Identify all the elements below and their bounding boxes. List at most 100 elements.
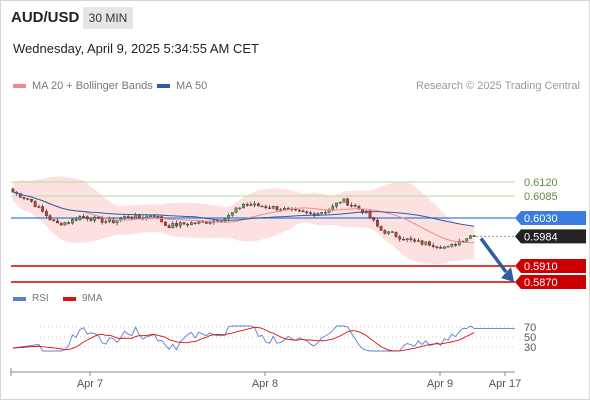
candle-body [227,215,231,219]
candle-body [93,216,97,221]
candle-body [268,207,271,209]
candle-body [342,198,346,203]
candle-body [387,231,390,234]
candle-body [197,221,201,224]
level-label: 0.6030 [524,213,558,225]
candle-body [275,206,279,210]
candle-body [409,238,413,241]
candle-body [249,204,253,206]
timeframe-badge[interactable]: 30 MIN [83,7,133,29]
candle-body [190,222,193,226]
candle-body [398,236,402,240]
candle-body [89,218,93,221]
candle-body [238,207,242,210]
candle-body [156,215,160,218]
candle-body [413,239,417,242]
candle-body [465,238,469,242]
legend-ma20-label: MA 20 + Bollinger Bands [32,80,153,92]
candle-body [383,230,387,234]
candle-body [316,213,320,216]
level-label: 0.5910 [524,261,558,273]
candle-body [283,208,286,211]
candle-body [67,222,71,224]
rsi-line [12,325,515,352]
legend-rsi-label: RSI [32,293,49,304]
rsi-ma-line [12,326,475,352]
level-tag [515,259,586,273]
time-tick-label: Apr 17 [489,378,521,390]
candle-body [59,222,63,226]
candle-body [256,203,260,207]
candle-body [376,219,379,227]
candle-body [100,217,104,223]
candle-body [175,223,178,227]
candle-body [208,222,212,224]
rsi-level-label: 70 [524,322,536,334]
candle-body [435,246,439,248]
time-tick-label: Apr 7 [77,378,103,390]
rsi-swatch-icon [13,296,26,301]
rsi-level-label: 30 [524,342,536,354]
candle-body [454,244,457,246]
candle-body [97,216,100,219]
level-label: 0.5870 [524,277,558,289]
candle-body [137,214,141,219]
candle-body [82,216,85,218]
ma20-swatch-icon [13,84,26,88]
ma50-line [12,191,475,227]
candle-body [309,212,312,214]
candle-body [372,217,376,221]
candle-body [379,225,383,231]
legend-rsi-ma: 9MA [63,293,103,304]
candle-body [402,238,405,241]
candle-body [323,212,327,214]
candle-body [353,204,357,207]
rsi-level-label: 50 [524,332,536,344]
candle-body [85,216,89,220]
time-axis: Apr 7 Apr 8 Apr 9 Apr 17 [10,368,521,390]
candle-body [260,205,264,208]
candle-body [63,222,67,226]
candle-body [368,210,372,218]
candle-body [48,215,52,221]
candle-body [424,241,428,245]
candle-body [305,211,309,213]
candle-body [234,207,238,213]
candle-body [33,201,37,208]
candle-body [18,193,22,198]
ma50-swatch-icon [157,84,170,88]
candle-body [126,216,130,218]
candle-body [108,219,111,222]
candle-body [390,231,394,233]
candle-body [41,206,45,212]
candle-body [450,244,454,247]
candle-body [70,219,74,224]
last-price-label: 0.5984 [524,231,558,243]
bollinger-band-fill [12,176,475,265]
candle-body [163,221,167,226]
candle-body [405,238,409,241]
time-tick-label: Apr 9 [427,378,453,390]
candle-body [420,240,424,245]
legend-ma50: MA 50 [157,80,207,92]
candle-body [335,202,338,207]
candle-body [349,204,353,207]
time-tick-label: Apr 8 [252,378,278,390]
candle-body [186,223,190,226]
level-labels: 0.6120 0.6085 0.6030 0.5984 0.5910 0.5870 [515,177,586,289]
candle-body [123,216,126,219]
candle-body [74,219,78,221]
candle-body [22,197,26,199]
candle-body [394,232,398,237]
level-label: 0.6085 [524,191,558,203]
candle-body [171,223,175,228]
forecast-arrow-head [501,267,514,282]
candle-body [242,204,245,209]
candle-body [469,235,472,239]
candle-body [428,241,431,246]
candle-body [11,188,15,193]
candle-body [193,222,197,224]
candle-body [44,211,48,216]
